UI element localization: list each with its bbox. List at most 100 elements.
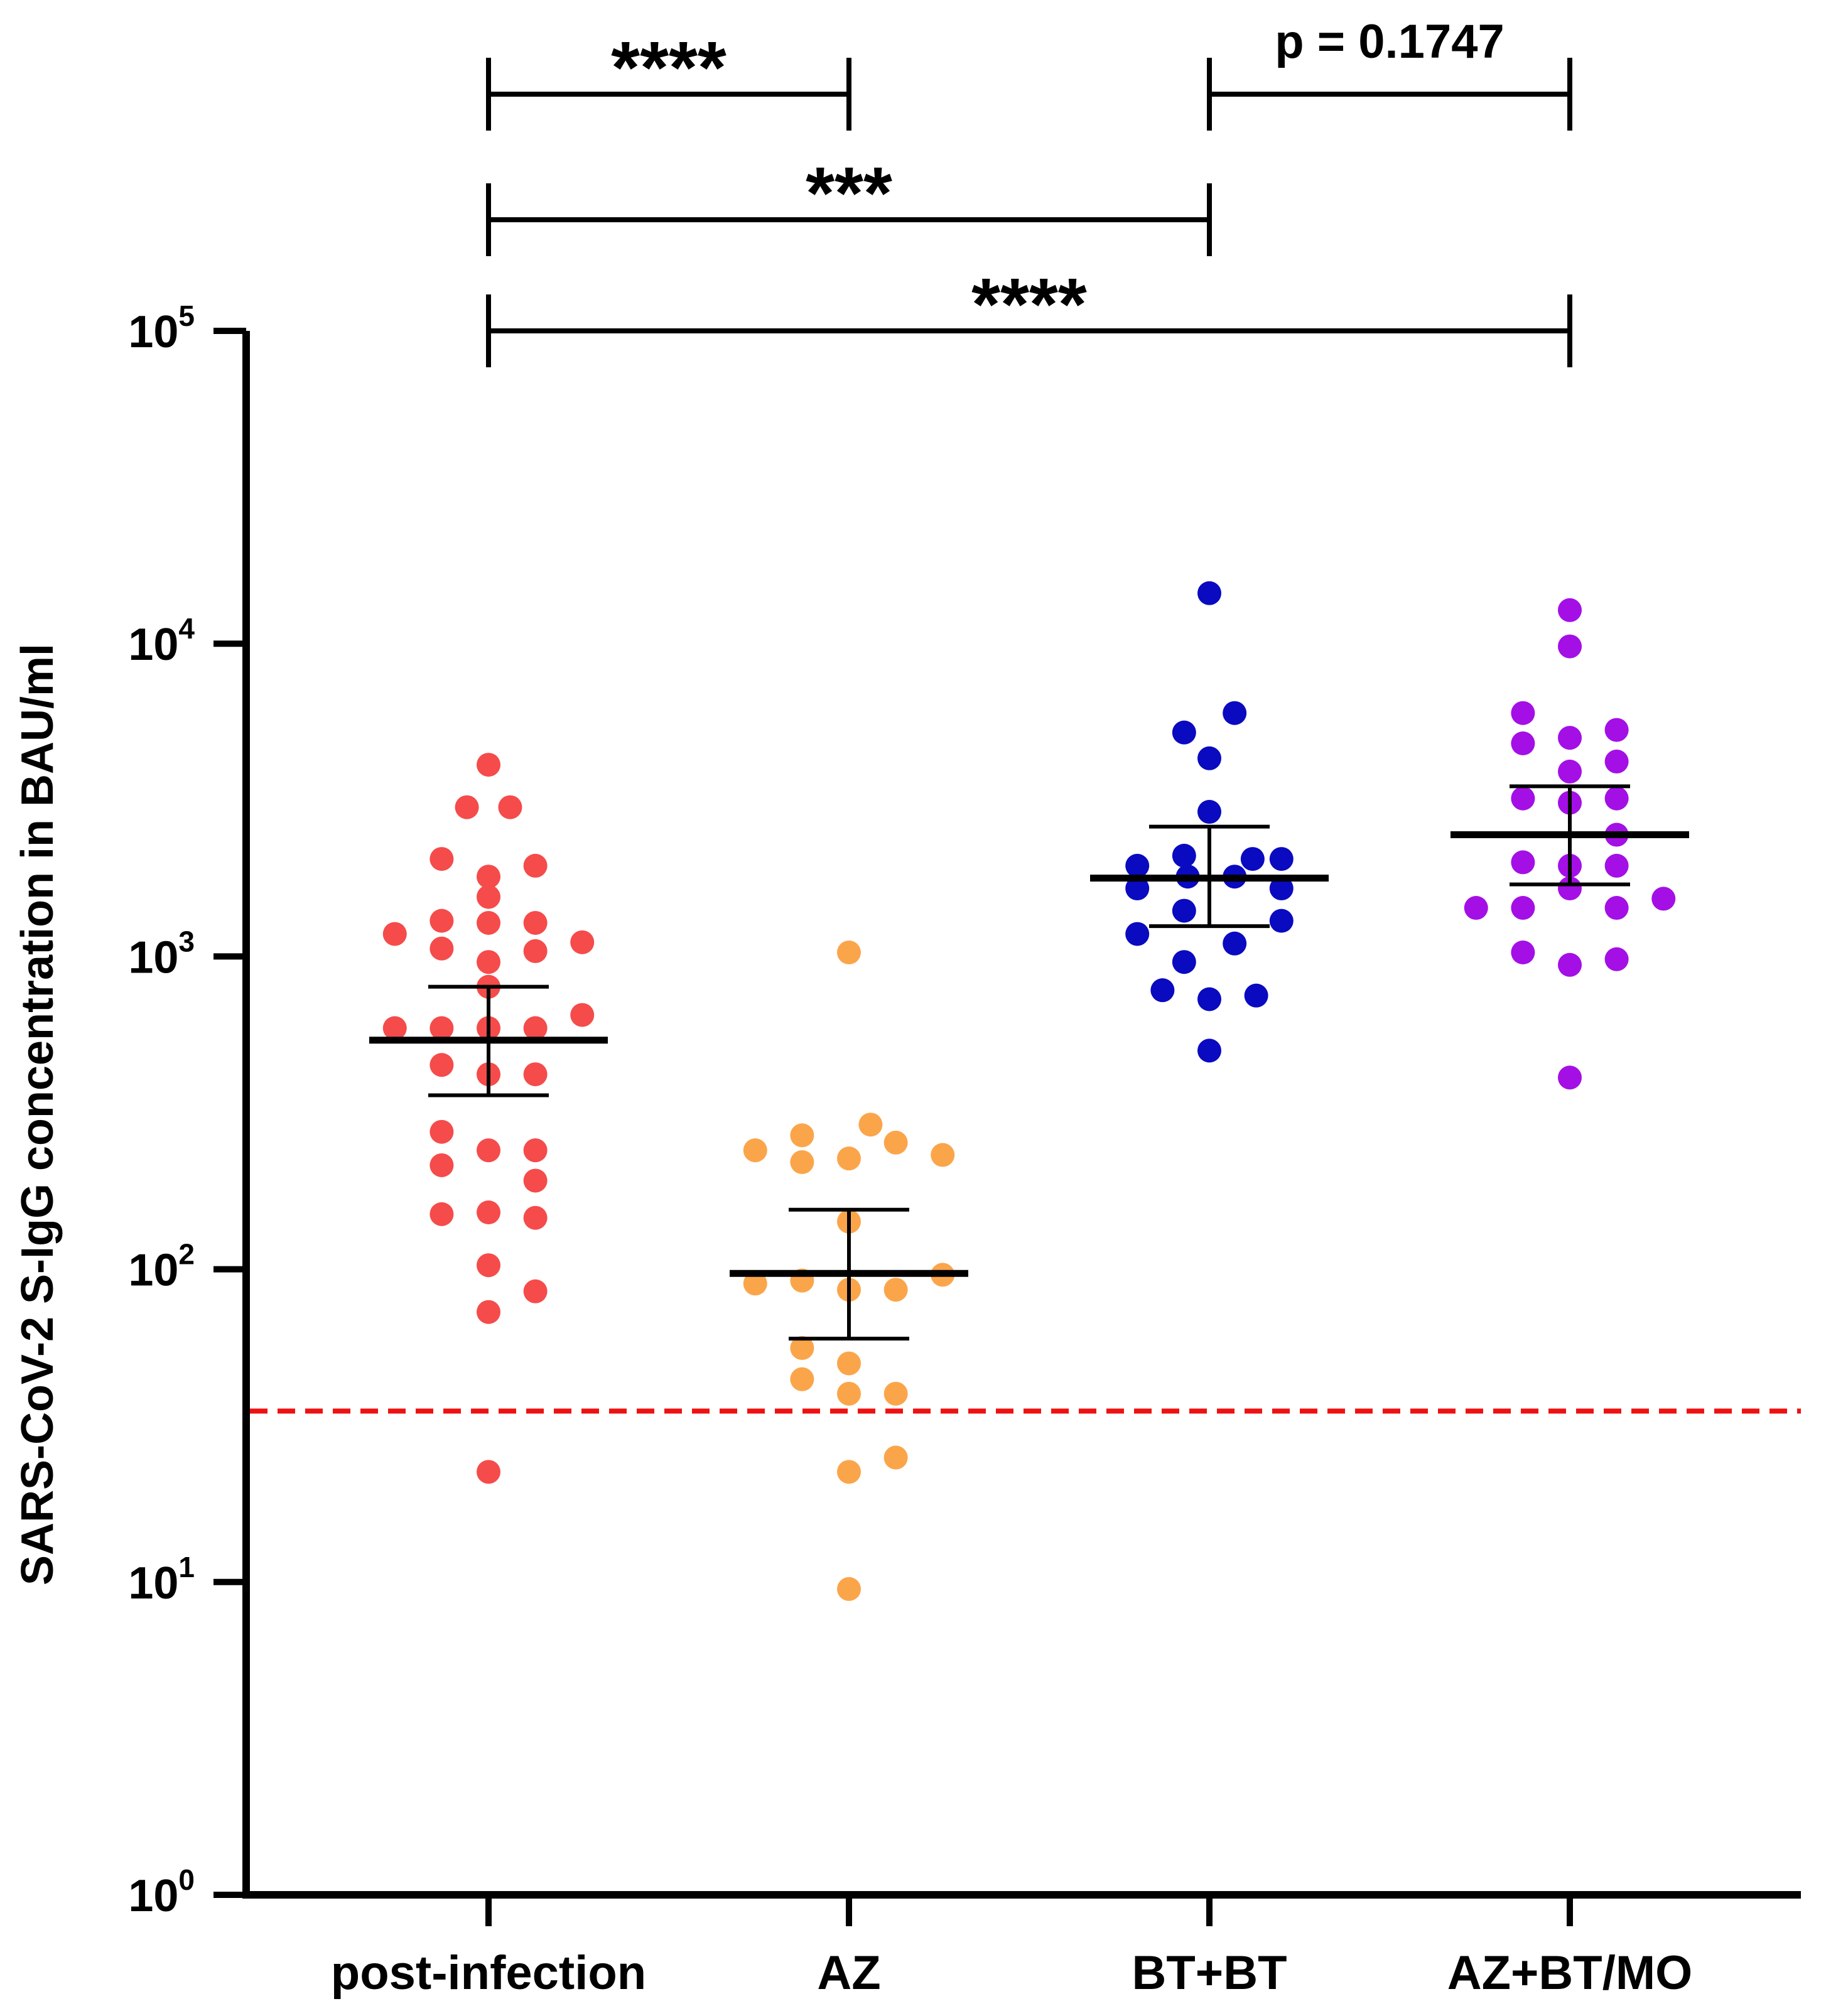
data-point [523,1205,548,1230]
x-tick-label: AZ+BT/MO [1447,1946,1693,2000]
y-tick-exponent: 0 [178,1863,195,1896]
data-point [1125,876,1150,901]
data-point [1558,759,1582,784]
data-point [790,1123,814,1148]
data-point [429,936,454,961]
data-point [429,1119,454,1144]
data-point [837,1577,861,1601]
data-point [477,910,500,935]
data-point [523,910,548,935]
data-point [931,1143,955,1167]
data-point [743,1271,767,1296]
data-point [1511,731,1535,756]
data-point [1604,749,1629,774]
data-point [570,1003,595,1027]
comparison-label: *** [806,152,892,235]
data-point [883,1381,908,1406]
data-point [1197,1038,1221,1063]
comparison-label: **** [611,26,727,109]
data-point [790,1150,814,1175]
data-point [1172,950,1196,974]
x-tick-label: post-infection [331,1946,646,2000]
data-point [1604,947,1629,971]
y-tick-exponent: 4 [178,612,195,645]
data-point [1172,720,1196,745]
data-point [1604,786,1629,811]
data-point [523,1062,548,1087]
data-point [1197,581,1221,605]
y-tick-label: 104 [128,612,195,670]
data-point [1150,978,1175,1003]
data-point [1558,726,1582,750]
y-tick-label: 102 [128,1238,195,1296]
data-point [1604,896,1629,920]
data-point [523,853,548,878]
data-point [1558,876,1582,901]
data-point [429,908,454,933]
y-tick-exponent: 1 [178,1551,195,1583]
data-point [382,1016,407,1040]
data-point [477,1138,500,1163]
data-point [837,1146,861,1171]
data-point [837,941,861,965]
y-tick-label: 105 [128,299,195,357]
y-tick-label: 103 [128,925,195,983]
data-point [1269,876,1294,901]
data-point [1197,987,1221,1011]
data-point [837,1381,861,1406]
data-point [1223,931,1247,956]
data-point [858,1113,883,1137]
data-point [429,847,454,871]
data-point [1511,850,1535,875]
data-point [429,1053,454,1077]
data-point [743,1138,767,1163]
data-point [1269,847,1294,871]
data-point [523,1168,548,1193]
x-tick-label: AZ [817,1946,880,2000]
data-point [1197,746,1221,770]
data-point [1125,922,1150,946]
comparison-label: p = 0.1747 [1275,15,1505,68]
data-point [477,885,500,909]
data-point [1223,701,1247,725]
data-point [883,1278,908,1302]
data-point [837,1460,861,1484]
y-tick-exponent: 2 [178,1238,195,1271]
data-point [498,795,522,819]
data-point [429,1153,454,1177]
data-point [837,1351,861,1376]
data-point [382,922,407,946]
data-point [790,1336,814,1361]
data-point [1604,853,1629,878]
data-point [477,1460,500,1484]
data-point [1511,941,1535,965]
data-point [1558,598,1582,622]
data-point [429,1016,454,1040]
data-point [1511,786,1535,811]
data-point [477,1300,500,1324]
data-point [1269,908,1294,933]
data-point [523,1279,548,1303]
y-tick-label: 100 [128,1863,195,1921]
data-point [883,1445,908,1470]
y-tick-exponent: 5 [178,299,195,332]
x-tick-label: BT+BT [1132,1946,1287,2000]
data-point [1197,800,1221,824]
data-point [477,950,500,974]
data-point [1240,847,1265,871]
data-point [1651,887,1676,911]
data-point [455,795,479,819]
data-point [1244,983,1268,1008]
y-tick-label: 101 [128,1551,195,1609]
y-tick-exponent: 3 [178,925,195,957]
data-point [1464,896,1488,920]
data-point [477,865,500,889]
data-point [570,930,595,954]
data-point [1172,898,1196,923]
data-point [790,1367,814,1391]
data-point [1125,853,1150,878]
comparison-label: **** [971,263,1087,346]
data-point [883,1130,908,1155]
y-axis-label: SARS-CoV-2 S-IgG concentration in BAU/ml [13,644,63,1585]
